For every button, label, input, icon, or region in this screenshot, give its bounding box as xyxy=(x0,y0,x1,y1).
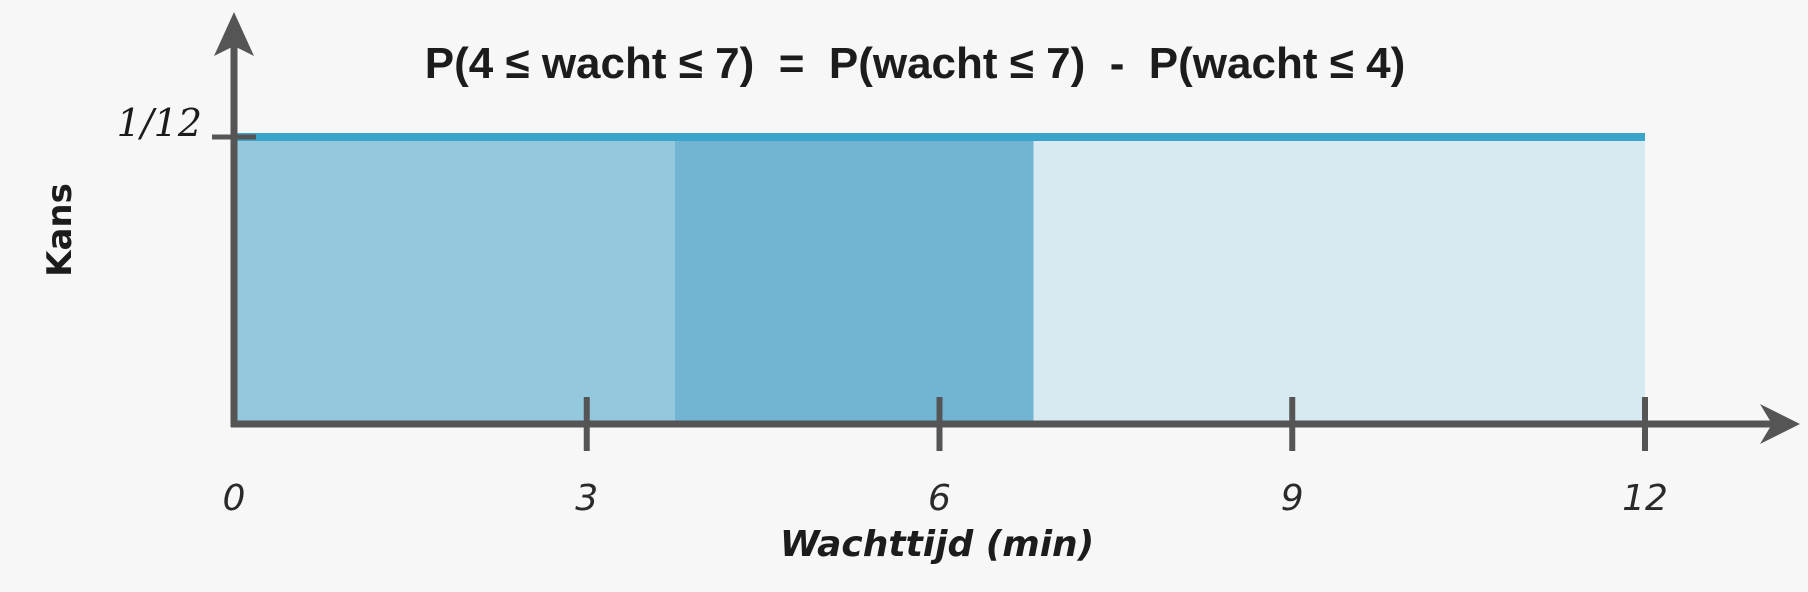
y-tick-label: 1/12 xyxy=(117,101,202,145)
x-tick-label: 6 xyxy=(928,478,951,519)
x-tick-label: 12 xyxy=(1622,478,1668,519)
x-axis-arrowhead xyxy=(1760,404,1800,444)
x-ticks xyxy=(583,397,1648,451)
chart-title: P(4 ≤ wacht ≤ 7) = P(wacht ≤ 7) - P(wach… xyxy=(425,39,1405,88)
y-axis-arrowhead xyxy=(214,12,254,56)
axes xyxy=(212,12,1800,444)
y-axis-label: Kans xyxy=(40,183,80,277)
x-tick-label: 3 xyxy=(575,478,598,519)
x-tick-label: 9 xyxy=(1281,478,1304,519)
x-tick-label: 0 xyxy=(223,478,246,519)
x-axis-label: Wachttijd (min) xyxy=(780,524,1094,565)
region-2 xyxy=(1033,137,1645,424)
shaded-regions xyxy=(234,137,1645,424)
x-tick-labels: 0 3 6 9 12 xyxy=(223,478,1668,519)
region-1 xyxy=(674,137,1034,424)
region-0 xyxy=(234,137,675,424)
